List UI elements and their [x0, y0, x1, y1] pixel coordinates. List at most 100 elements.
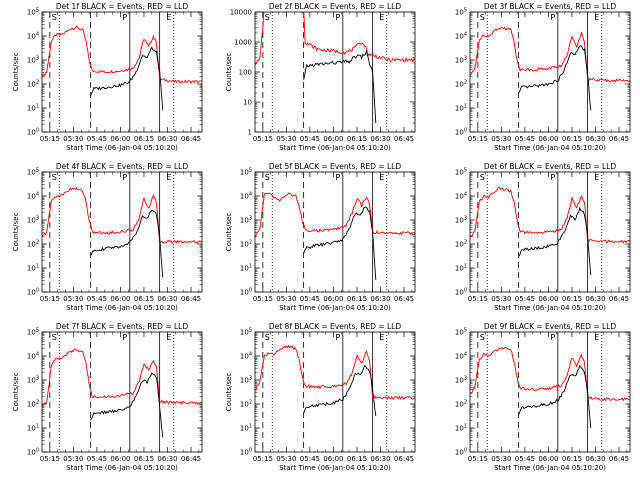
- marker-letter: E: [379, 333, 384, 342]
- y-axis-label: Counts/sec: [225, 213, 233, 252]
- marker-letter: E: [166, 13, 171, 22]
- x-tick-label: 06:00: [538, 455, 558, 463]
- marker-letter: E: [594, 333, 599, 342]
- y-tick-label: 104: [27, 352, 39, 361]
- x-tick-label: 06:30: [585, 295, 605, 303]
- x-tick-label: 06:45: [181, 135, 201, 143]
- plot-frame: [254, 11, 416, 133]
- y-tick-label: 105: [27, 168, 39, 177]
- x-tick-label: 06:30: [585, 455, 605, 463]
- y-tick-label: 103: [455, 216, 467, 225]
- y-tick-label: 101: [240, 424, 252, 433]
- y-tick-label: 100: [27, 128, 39, 137]
- chart-panel: Det 8f BLACK = Events, RED = LLD Counts/s…: [225, 322, 416, 472]
- x-tick-label: 05:15: [253, 135, 273, 143]
- events-series-line: [518, 206, 592, 276]
- x-axis-label: Start Time (06-Jan-04 05:10:20): [279, 304, 391, 312]
- marker-letter: P: [335, 173, 340, 182]
- x-tick-label: 05:45: [87, 295, 107, 303]
- x-tick-label: 06:30: [370, 455, 390, 463]
- y-tick-label: 103: [240, 376, 252, 385]
- x-tick-label: 05:15: [253, 295, 273, 303]
- x-tick-label: 05:15: [253, 455, 273, 463]
- marker-letter: P: [550, 13, 555, 22]
- y-tick-label: 100: [27, 288, 39, 297]
- y-tick-label: 102: [240, 240, 252, 249]
- x-tick-label: 05:30: [491, 295, 511, 303]
- y-tick-label: 1: [248, 129, 252, 137]
- marker-letter: S: [265, 13, 270, 22]
- y-tick-label: 105: [240, 328, 252, 337]
- x-tick-label: 05:45: [515, 455, 535, 463]
- marker-letter: P: [335, 333, 340, 342]
- y-tick-label: 105: [455, 328, 467, 337]
- chart-title: Det 4f BLACK = Events, RED = LLD: [56, 162, 189, 171]
- chart-title: Det 3f BLACK = Events, RED = LLD: [484, 2, 617, 11]
- plot-frame: [469, 171, 631, 293]
- events-series-line: [518, 364, 592, 429]
- y-tick-label: 103: [455, 56, 467, 65]
- x-tick-label: 06:15: [562, 135, 582, 143]
- y-tick-label: 100: [455, 288, 467, 297]
- y-tick-label: 105: [27, 8, 39, 17]
- y-tick-label: 105: [455, 168, 467, 177]
- y-tick-label: 101: [240, 264, 252, 273]
- y-tick-label: 100: [455, 448, 467, 457]
- chart-panel: Det 3f BLACK = Events, RED = LLD Start Ti…: [455, 2, 631, 152]
- chart-title: Det 1f BLACK = Events, RED = LLD: [56, 2, 189, 11]
- x-tick-label: 06:45: [181, 295, 201, 303]
- x-tick-label: 05:30: [491, 135, 511, 143]
- y-tick-label: 100: [240, 448, 252, 457]
- lld-series-line: [42, 186, 202, 244]
- x-tick-label: 06:30: [157, 455, 177, 463]
- x-axis-label: Start Time (06-Jan-04 05:10:20): [66, 304, 178, 312]
- marker-letter: E: [166, 333, 171, 342]
- x-tick-label: 05:15: [468, 295, 488, 303]
- x-tick-label: 06:15: [134, 295, 154, 303]
- x-tick-label: 06:30: [157, 135, 177, 143]
- marker-letter: P: [122, 173, 127, 182]
- x-tick-label: 06:15: [562, 295, 582, 303]
- x-tick-label: 06:30: [585, 135, 605, 143]
- lld-series-line: [42, 348, 202, 407]
- chart-panel: Det 4f BLACK = Events, RED = LLD Counts/s…: [12, 162, 203, 312]
- y-axis-label: Counts/sec: [225, 53, 233, 92]
- marker-letter: S: [52, 13, 57, 22]
- y-tick-label: 101: [27, 264, 39, 273]
- x-tick-label: 06:15: [134, 455, 154, 463]
- marker-letter: E: [379, 173, 384, 182]
- lld-series-line: [255, 344, 415, 401]
- y-tick-label: 104: [27, 32, 39, 41]
- x-tick-label: 06:15: [347, 135, 367, 143]
- y-axis-label: Counts/sec: [225, 373, 233, 412]
- y-tick-label: 102: [455, 240, 467, 249]
- y-tick-label: 101: [455, 104, 467, 113]
- x-axis-label: Start Time (06-Jan-04 05:10:20): [494, 464, 606, 472]
- marker-letter: S: [265, 173, 270, 182]
- x-axis-label: Start Time (06-Jan-04 05:10:20): [494, 144, 606, 152]
- y-tick-label: 101: [455, 264, 467, 273]
- x-tick-label: 06:00: [110, 455, 130, 463]
- y-tick-label: 102: [27, 80, 39, 89]
- x-tick-label: 05:30: [63, 295, 83, 303]
- y-tick-label: 103: [27, 216, 39, 225]
- x-tick-label: 05:30: [63, 135, 83, 143]
- y-axis-label: Counts/sec: [12, 213, 20, 252]
- x-tick-label: 05:15: [40, 135, 60, 143]
- marker-letter: P: [335, 13, 340, 22]
- y-tick-label: 100: [239, 69, 252, 77]
- x-tick-label: 06:30: [370, 295, 390, 303]
- y-tick-label: 103: [240, 216, 252, 225]
- y-tick-label: 101: [27, 104, 39, 113]
- x-tick-label: 05:45: [300, 455, 320, 463]
- y-tick-label: 104: [455, 32, 467, 41]
- chart-title: Det 2f BLACK = Events, RED = LLD: [269, 2, 402, 11]
- y-axis-label: Counts/sec: [12, 373, 20, 412]
- x-tick-label: 05:30: [276, 135, 296, 143]
- y-tick-label: 100: [455, 128, 467, 137]
- x-tick-label: 05:30: [491, 455, 511, 463]
- y-tick-label: 102: [455, 400, 467, 409]
- x-tick-label: 06:30: [370, 135, 390, 143]
- y-tick-label: 105: [240, 168, 252, 177]
